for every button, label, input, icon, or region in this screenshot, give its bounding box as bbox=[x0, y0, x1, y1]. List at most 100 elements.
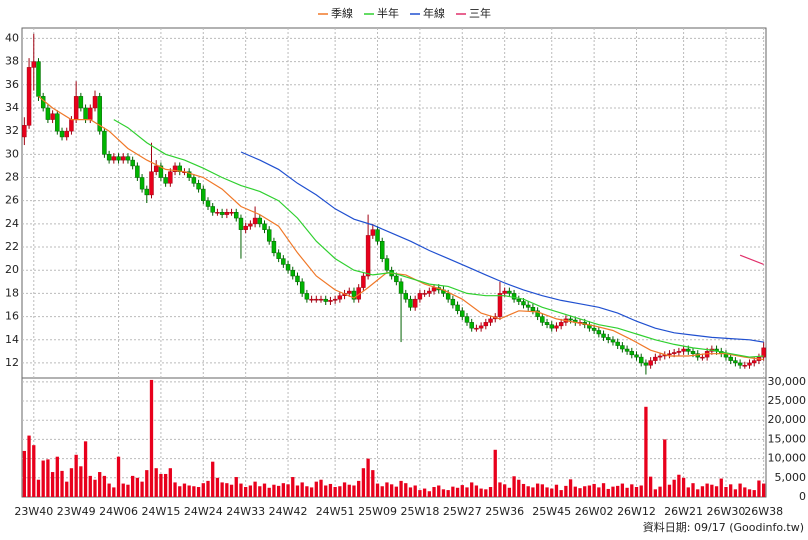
candle-body bbox=[384, 258, 390, 271]
volume-bar bbox=[696, 489, 700, 497]
volume-bar bbox=[493, 449, 497, 497]
volume-bar bbox=[559, 490, 563, 497]
x-tick-label: 26W38 bbox=[744, 505, 783, 518]
volume-bar bbox=[309, 487, 314, 497]
candle-body bbox=[238, 217, 244, 230]
candle-body bbox=[304, 293, 310, 300]
candle-body bbox=[158, 165, 164, 178]
volume-bar bbox=[50, 472, 55, 497]
volume-bar bbox=[681, 477, 686, 497]
candle-body bbox=[737, 362, 743, 366]
volume-bar bbox=[79, 466, 83, 497]
candle-body bbox=[130, 159, 135, 167]
volume-bar bbox=[41, 460, 45, 497]
volume-bar bbox=[366, 458, 370, 497]
candle-body bbox=[686, 348, 691, 352]
volume-tick-label: 25,000 bbox=[768, 394, 807, 407]
candle-body bbox=[351, 290, 357, 300]
volume-bar bbox=[262, 483, 267, 497]
volume-bar bbox=[32, 445, 36, 497]
candle-body bbox=[144, 188, 150, 196]
volume-bar bbox=[470, 482, 474, 497]
volume-bar bbox=[512, 476, 516, 497]
candle-body bbox=[747, 362, 752, 366]
volume-bar bbox=[281, 483, 285, 497]
volume-bar bbox=[606, 488, 610, 497]
volume-bar bbox=[498, 482, 502, 497]
volume-bar bbox=[724, 487, 728, 497]
candle-body bbox=[629, 351, 635, 356]
candle-body bbox=[92, 96, 98, 109]
candle-body bbox=[488, 318, 493, 323]
candle-body bbox=[681, 348, 686, 352]
candle-body bbox=[139, 177, 145, 190]
y-tick-label: 40 bbox=[5, 31, 19, 44]
candle-body bbox=[285, 264, 291, 271]
x-tick-label: 24W51 bbox=[316, 505, 355, 518]
volume-bar bbox=[658, 486, 662, 497]
candle-body bbox=[460, 310, 465, 317]
volume-bar bbox=[234, 477, 238, 497]
volume-bar bbox=[145, 470, 149, 497]
candle-body bbox=[610, 339, 616, 343]
candle-body bbox=[252, 217, 258, 225]
volume-bar bbox=[729, 484, 733, 497]
volume-bar bbox=[244, 487, 248, 497]
plot-frame bbox=[21, 27, 767, 498]
volume-bar bbox=[380, 486, 384, 497]
candle-body bbox=[64, 130, 69, 138]
volume-bar bbox=[149, 379, 154, 497]
volume-bar bbox=[488, 487, 493, 497]
candle-body bbox=[700, 356, 705, 359]
candle-body bbox=[271, 240, 277, 254]
candle-body bbox=[648, 360, 653, 366]
volume-tick-label: 30,000 bbox=[768, 375, 807, 388]
volume-bar bbox=[634, 487, 639, 497]
candle-body bbox=[314, 298, 319, 301]
volume-bar bbox=[752, 490, 756, 497]
candle-body bbox=[168, 171, 173, 184]
candle-body bbox=[624, 348, 630, 352]
volume-bar bbox=[432, 487, 436, 497]
candle-body bbox=[403, 293, 408, 300]
candle-body bbox=[309, 298, 314, 301]
volume-bar bbox=[761, 483, 766, 497]
candle-body bbox=[191, 177, 197, 184]
volume-bar bbox=[517, 479, 521, 497]
candle-body bbox=[337, 295, 343, 300]
volume-bar bbox=[465, 487, 469, 497]
volume-bar bbox=[220, 482, 224, 497]
volume-bar bbox=[550, 488, 554, 497]
volume-bar bbox=[83, 441, 88, 497]
legend-label: 半年 bbox=[377, 6, 399, 20]
ma-line bbox=[739, 254, 764, 265]
volume-bar bbox=[441, 489, 446, 497]
candle-body bbox=[224, 212, 230, 215]
candle-body bbox=[417, 293, 423, 300]
candle-body bbox=[620, 345, 625, 350]
volume-bar bbox=[65, 481, 69, 497]
candle-body bbox=[257, 217, 263, 225]
volume-bar bbox=[102, 475, 107, 497]
volume-bar bbox=[225, 483, 229, 497]
y-tick-label: 28 bbox=[5, 171, 19, 184]
candle-body bbox=[45, 107, 51, 120]
volume-bar bbox=[616, 485, 620, 497]
volume-bar bbox=[705, 483, 709, 497]
x-tick-label: 26W21 bbox=[664, 505, 703, 518]
candle-body bbox=[347, 290, 352, 294]
candle-body bbox=[205, 200, 211, 207]
candle-body bbox=[483, 322, 489, 327]
candle-body bbox=[671, 352, 677, 354]
volume-bar bbox=[691, 483, 695, 497]
candle-body bbox=[149, 171, 154, 196]
volume-bar bbox=[540, 484, 544, 497]
volume-bar bbox=[88, 475, 92, 497]
candle-body bbox=[591, 327, 597, 331]
x-tick-label: 24W42 bbox=[269, 505, 308, 518]
volume-bar bbox=[738, 483, 742, 497]
volume-bar bbox=[140, 481, 144, 497]
candle-body bbox=[375, 229, 380, 242]
ma-line bbox=[240, 151, 764, 343]
volume-tick-label: 0 bbox=[799, 490, 806, 503]
